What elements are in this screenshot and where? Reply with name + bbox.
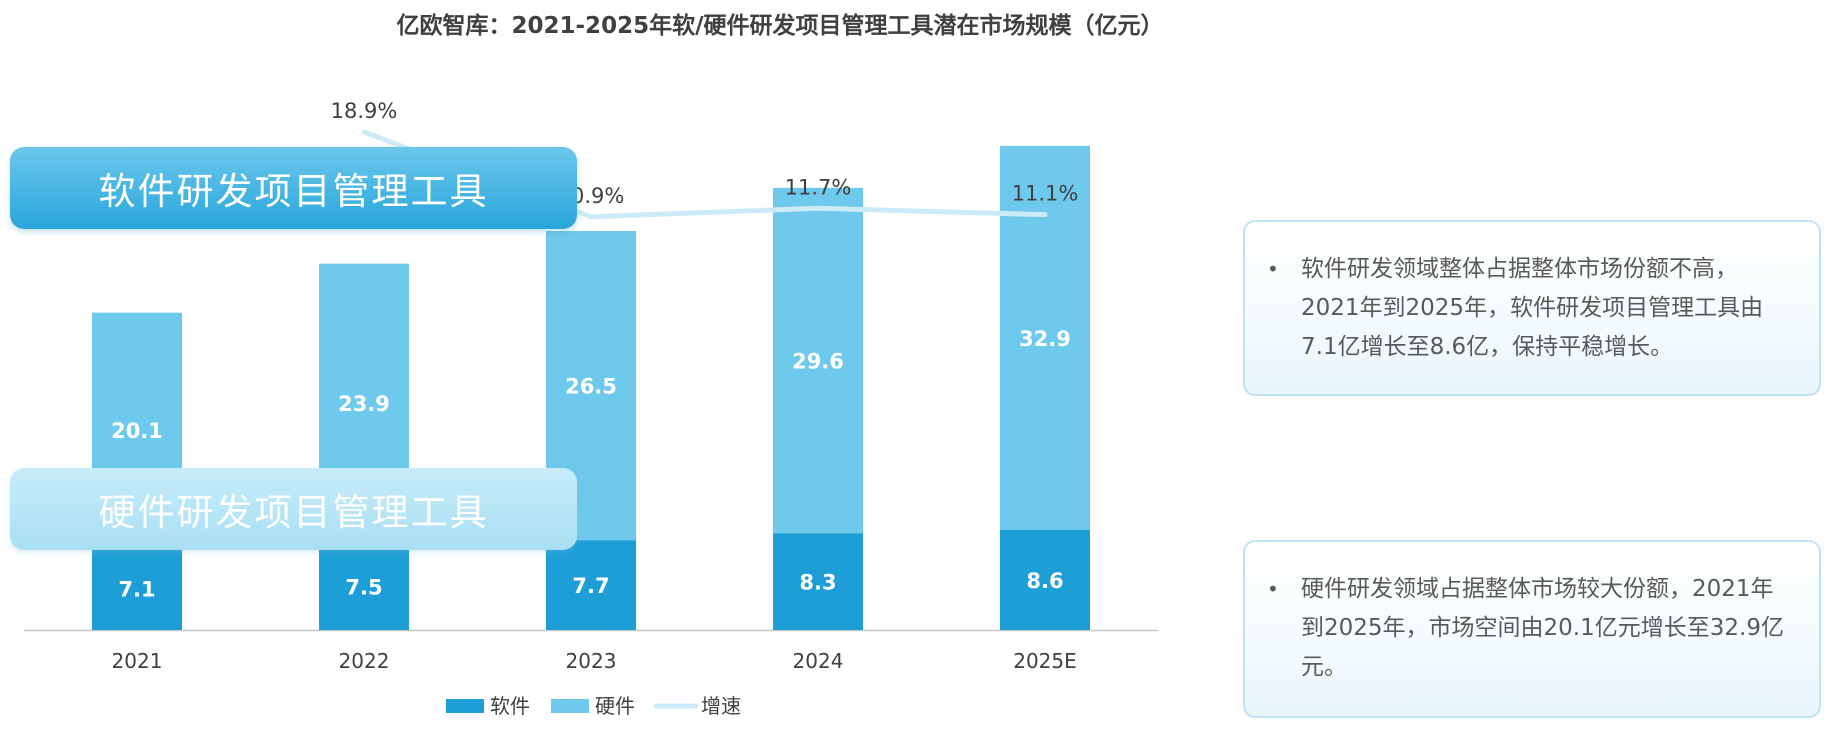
legend-swatch-software [446,699,484,713]
software-bullet: • 软件研发领域整体占据整体市场份额不高，2021年到2025年，软件研发项目管… [1267,250,1789,367]
software-panel: • 软件研发领域整体占据整体市场份额不高，2021年到2025年，软件研发项目管… [1243,220,1821,396]
stacked-bar-chart: 7.1 20.1 2021 7.5 23.9 2022 7.7 26.5 2023 8.3 29.6… [24,99,1158,718]
data-label-software-2025E: 8.6 [1026,569,1063,593]
data-label-software-2021: 7.1 [118,578,155,602]
bar-hardware-2025E [1000,145,1090,530]
growth-label-2025E: 11.1% [1012,182,1079,206]
bar-software-2024 [773,533,863,630]
x-tick-label-2025E: 2025E [1013,649,1077,673]
data-label-hardware-2023: 26.5 [565,375,617,399]
x-tick-label-2024: 2024 [793,649,844,673]
bar-software-2025E [1000,529,1090,630]
bullet-dot-icon: • [1267,257,1279,281]
growth-label-2022: 18.9% [331,99,398,123]
software-bullet-text: 软件研发领域整体占据整体市场份额不高，2021年到2025年，软件研发项目管理工… [1301,256,1764,360]
x-tick-label-2023: 2023 [566,649,617,673]
legend-label-growth: 增速 [701,694,741,718]
bar-hardware-2024 [773,187,863,534]
legend-label-software: 软件 [490,694,530,718]
hardware-panel: • 硬件研发领域占据整体市场较大份额，2021年到2025年，市场空间由20.1… [1243,540,1821,718]
x-tick-label-2021: 2021 [112,649,163,673]
data-label-hardware-2024: 29.6 [792,350,844,374]
hardware-bullet: • 硬件研发领域占据整体市场较大份额，2021年到2025年，市场空间由20.1… [1267,570,1789,687]
legend-label-hardware: 硬件 [595,694,635,718]
data-label-software-2022: 7.5 [345,575,382,599]
bullet-dot-icon: • [1267,577,1279,601]
bar-software-2023 [546,540,636,630]
data-label-hardware-2022: 23.9 [338,392,390,416]
legend-swatch-hardware [551,699,589,713]
hardware-panel-heading: 硬件研发项目管理工具 [10,468,577,550]
growth-label-2024: 11.7% [785,175,852,199]
data-label-hardware-2025E: 32.9 [1019,327,1071,351]
x-tick-label-2022: 2022 [339,649,390,673]
software-panel-heading: 软件研发项目管理工具 [10,147,577,229]
chart-title: 亿欧智库：2021-2025年软/硬件研发项目管理工具潜在市场规模（亿元） [396,13,1164,39]
hardware-bullet-text: 硬件研发领域占据整体市场较大份额，2021年到2025年，市场空间由20.1亿元… [1301,576,1784,680]
bar-software-2022 [319,542,409,630]
bar-software-2021 [92,547,182,630]
data-label-software-2023: 7.7 [572,574,609,598]
data-label-hardware-2021: 20.1 [111,419,163,443]
data-label-software-2024: 8.3 [799,571,836,595]
